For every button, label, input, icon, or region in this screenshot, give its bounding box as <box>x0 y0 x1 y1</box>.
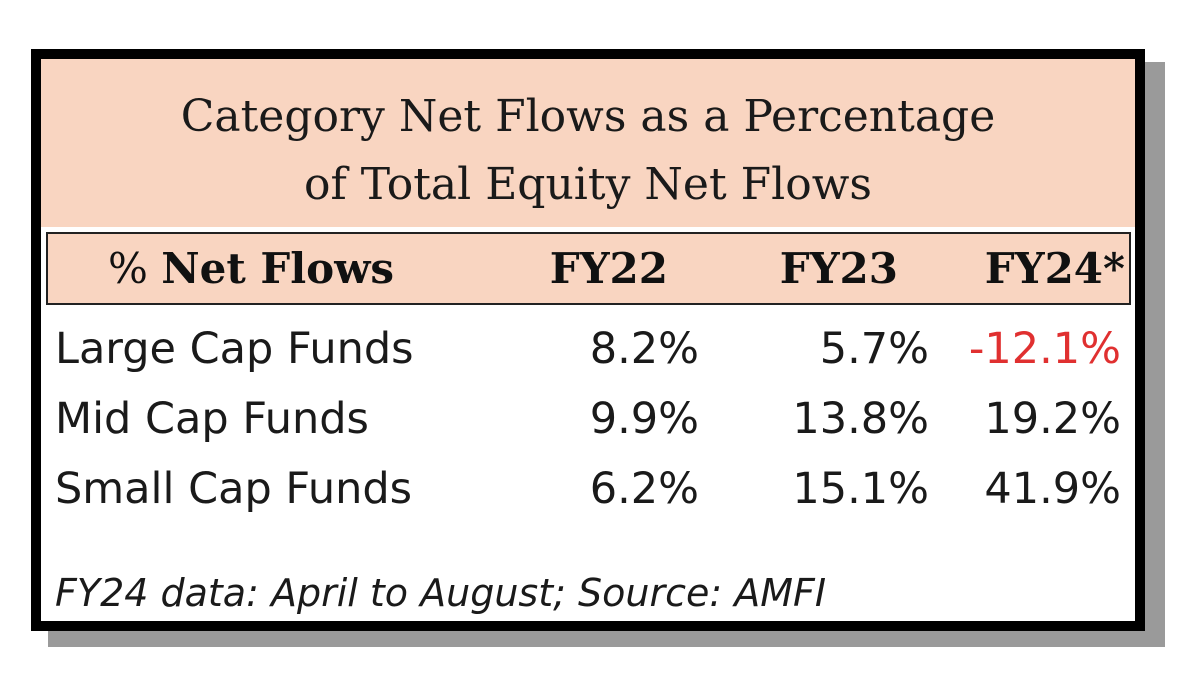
title-line-2: of Total Equity Net Flows <box>304 159 872 210</box>
cell-small-cap-fy22: 6.2% <box>589 464 699 514</box>
table-panel: Category Net Flows as a Percentage of To… <box>41 59 1135 621</box>
column-header-fy24: FY24* <box>984 244 1125 293</box>
row-label-mid-cap: Mid Cap Funds <box>55 394 369 444</box>
title-line-1: Category Net Flows as a Percentage <box>180 91 996 142</box>
cell-small-cap-fy24: 41.9% <box>984 464 1121 514</box>
title-band: Category Net Flows as a Percentage of To… <box>41 59 1135 227</box>
cell-large-cap-fy22: 8.2% <box>589 324 699 374</box>
row-label-large-cap: Large Cap Funds <box>55 324 414 374</box>
column-header-fy23: FY23 <box>779 244 898 293</box>
cell-mid-cap-fy23: 13.8% <box>792 394 929 444</box>
column-header-category: % Net Flows <box>108 244 394 293</box>
column-header-fy22: FY22 <box>549 244 668 293</box>
footnote: FY24 data: April to August; Source: AMFI <box>55 571 827 615</box>
cell-large-cap-fy24: -12.1% <box>968 324 1121 374</box>
cell-mid-cap-fy24: 19.2% <box>984 394 1121 444</box>
row-label-small-cap: Small Cap Funds <box>55 464 413 514</box>
cell-small-cap-fy23: 15.1% <box>792 464 929 514</box>
cell-large-cap-fy23: 5.7% <box>819 324 929 374</box>
table-header-row: % Net Flows FY22 FY23 FY24* <box>46 232 1131 305</box>
cell-mid-cap-fy22: 9.9% <box>589 394 699 444</box>
